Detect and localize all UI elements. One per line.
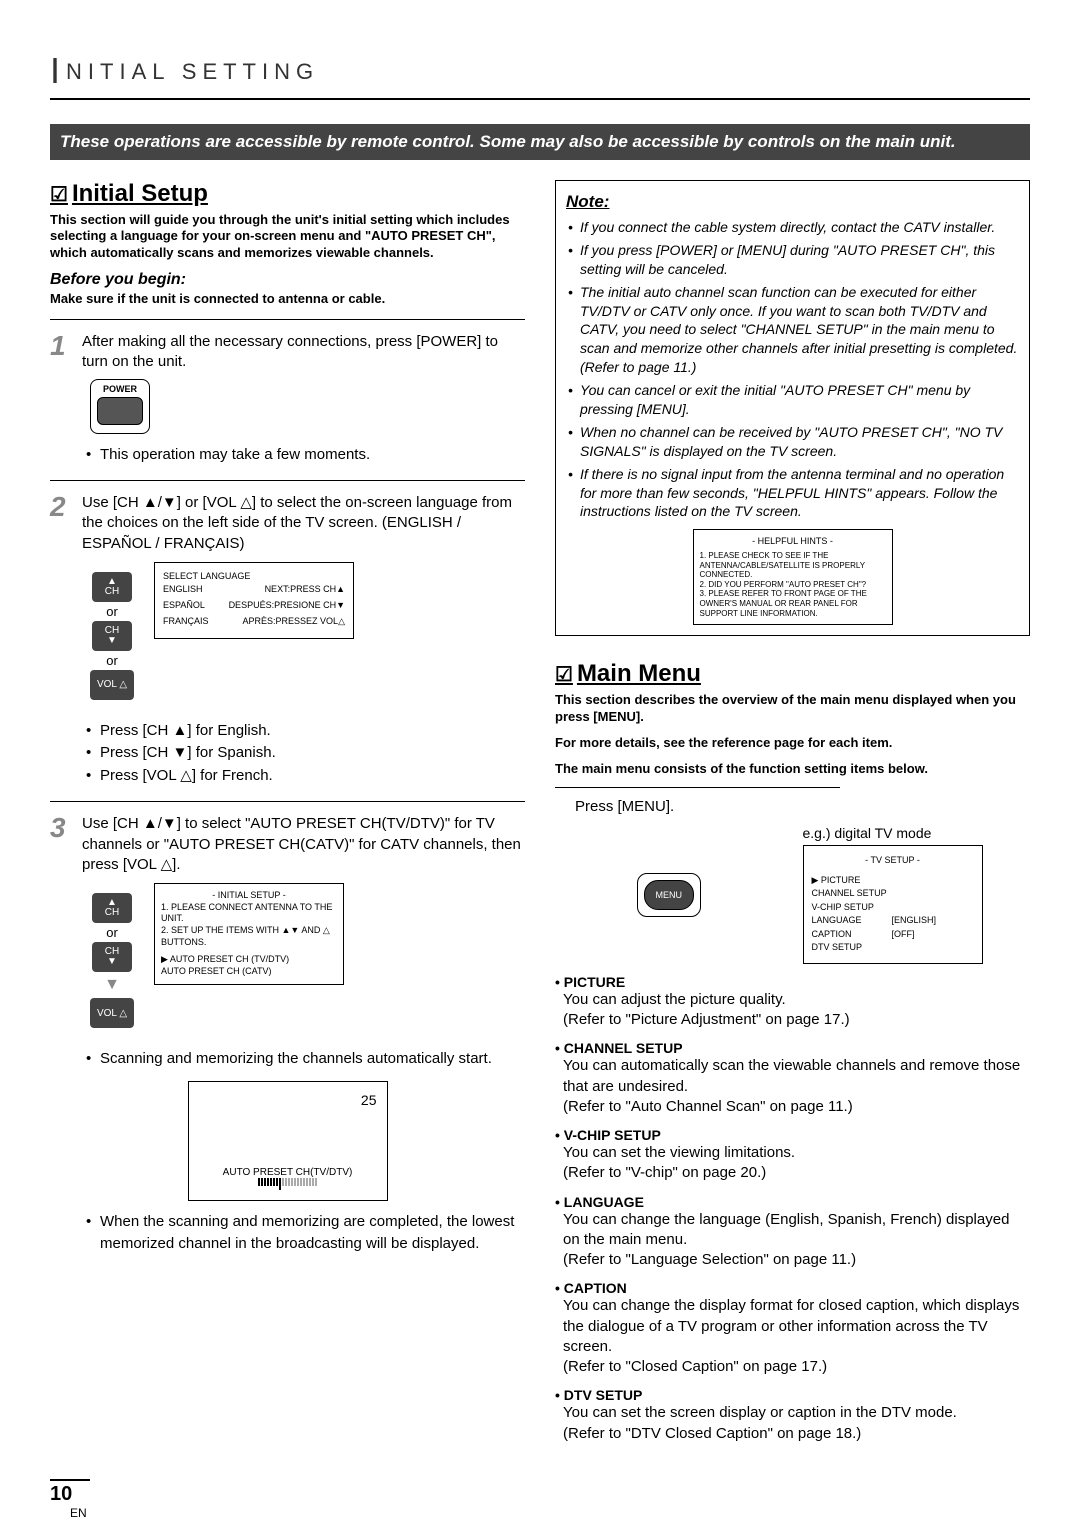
item-channel-setup: • CHANNEL SETUP (555, 1040, 1030, 1056)
setup-intro: This section will guide you through the … (50, 212, 525, 261)
left-column: ☑Initial Setup This section will guide y… (50, 180, 525, 1454)
language-osd-title: SELECT LANGUAGE (163, 571, 345, 581)
step-2-number: 2 (50, 493, 74, 521)
item-language: • LANGUAGE (555, 1194, 1030, 1210)
eg-label: e.g.) digital TV mode (803, 825, 1031, 841)
header-first-letter: I (50, 50, 66, 91)
note-title: Note: (566, 191, 1019, 214)
item-picture: • PICTURE (555, 974, 1030, 990)
menu-button-graphic: MENU (644, 880, 694, 910)
press-menu: Press [MENU]. (575, 798, 1030, 815)
scan-osd: 25 AUTO PRESET CH(TV/DTV) (188, 1081, 388, 1201)
step2-bullet: Press [CH ▼] for Spanish. (100, 742, 525, 765)
main-menu-items: • PICTUREYou can adjust the picture qual… (555, 974, 1030, 1444)
step-3-text: Use [CH ▲/▼] to select "AUTO PRESET CH(T… (82, 814, 525, 875)
note-item: If there is no signal input from the ant… (580, 465, 1019, 522)
language-osd: SELECT LANGUAGE ENGLISHNEXT:PRESS CH▲ ES… (154, 562, 354, 639)
power-button-icon (97, 397, 143, 425)
before-begin-title: Before you begin: (50, 271, 525, 289)
item-vchip: • V-CHIP SETUP (555, 1127, 1030, 1143)
step2-bullet: Press [VOL △] for French. (100, 765, 525, 788)
step-3-number: 3 (50, 814, 74, 842)
banner: These operations are accessible by remot… (50, 124, 1030, 160)
note-item: If you press [POWER] or [MENU] during "A… (580, 241, 1019, 279)
item-caption: • CAPTION (555, 1280, 1030, 1296)
main-intro-2: For more details, see the reference page… (555, 735, 1030, 751)
step3-note: Scanning and memorizing the channels aut… (100, 1048, 525, 1071)
note-item: You can cancel or exit the initial "AUTO… (580, 381, 1019, 419)
remote-graphic-2: ▲CH or CH▼ ▼ VOL △ (90, 893, 134, 1028)
note-item: If you connect the cable system directly… (580, 218, 1019, 237)
power-button-graphic: POWER (90, 379, 150, 434)
step3-done: When the scanning and memorizing are com… (100, 1211, 525, 1256)
main-intro-3: The main menu consists of the function s… (555, 761, 1030, 777)
note-item: When no channel can be received by "AUTO… (580, 423, 1019, 461)
note-item: The initial auto channel scan function c… (580, 283, 1019, 377)
initial-setup-title: ☑Initial Setup (50, 180, 525, 208)
check-icon: ☑ (50, 184, 68, 206)
power-label: POWER (97, 384, 143, 394)
main-menu-title-text: Main Menu (577, 660, 701, 687)
item-dtv-setup: • DTV SETUP (555, 1387, 1030, 1403)
hints-osd: - HELPFUL HINTS - 1. PLEASE CHECK TO SEE… (693, 529, 893, 625)
page-header: INITIAL SETTING (50, 50, 1030, 100)
step-1-text: After making all the necessary connectio… (82, 332, 525, 373)
check-icon: ☑ (555, 664, 573, 686)
right-column: Note: If you connect the cable system di… (555, 180, 1030, 1454)
header-rest: NITIAL SETTING (66, 59, 319, 84)
page-lang: EN (70, 1506, 87, 1520)
step-1-note: This operation may take a few moments. (100, 444, 525, 467)
initial-setup-osd: - INITIAL SETUP - 1. PLEASE CONNECT ANTE… (154, 883, 344, 985)
step2-bullet: Press [CH ▲] for English. (100, 720, 525, 743)
main-intro-1: This section describes the overview of t… (555, 692, 1030, 725)
tv-setup-osd: - TV SETUP - ▶ PICTURE CHANNEL SETUP V-C… (803, 845, 983, 964)
initial-setup-title-text: Initial Setup (72, 180, 208, 207)
step-2-text: Use [CH ▲/▼] or [VOL △] to select the on… (82, 493, 525, 554)
page-number: 10 (50, 1479, 90, 1506)
before-begin-text: Make sure if the unit is connected to an… (50, 291, 525, 307)
remote-graphic: ▲CH or CH▼ or VOL △ (90, 572, 134, 700)
step-1-number: 1 (50, 332, 74, 360)
note-box: Note: If you connect the cable system di… (555, 180, 1030, 636)
main-menu-title: ☑Main Menu (555, 660, 1030, 688)
